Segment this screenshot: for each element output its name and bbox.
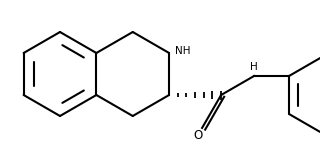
Text: NH: NH: [175, 46, 191, 56]
Text: O: O: [193, 129, 202, 142]
Text: H: H: [250, 62, 258, 72]
